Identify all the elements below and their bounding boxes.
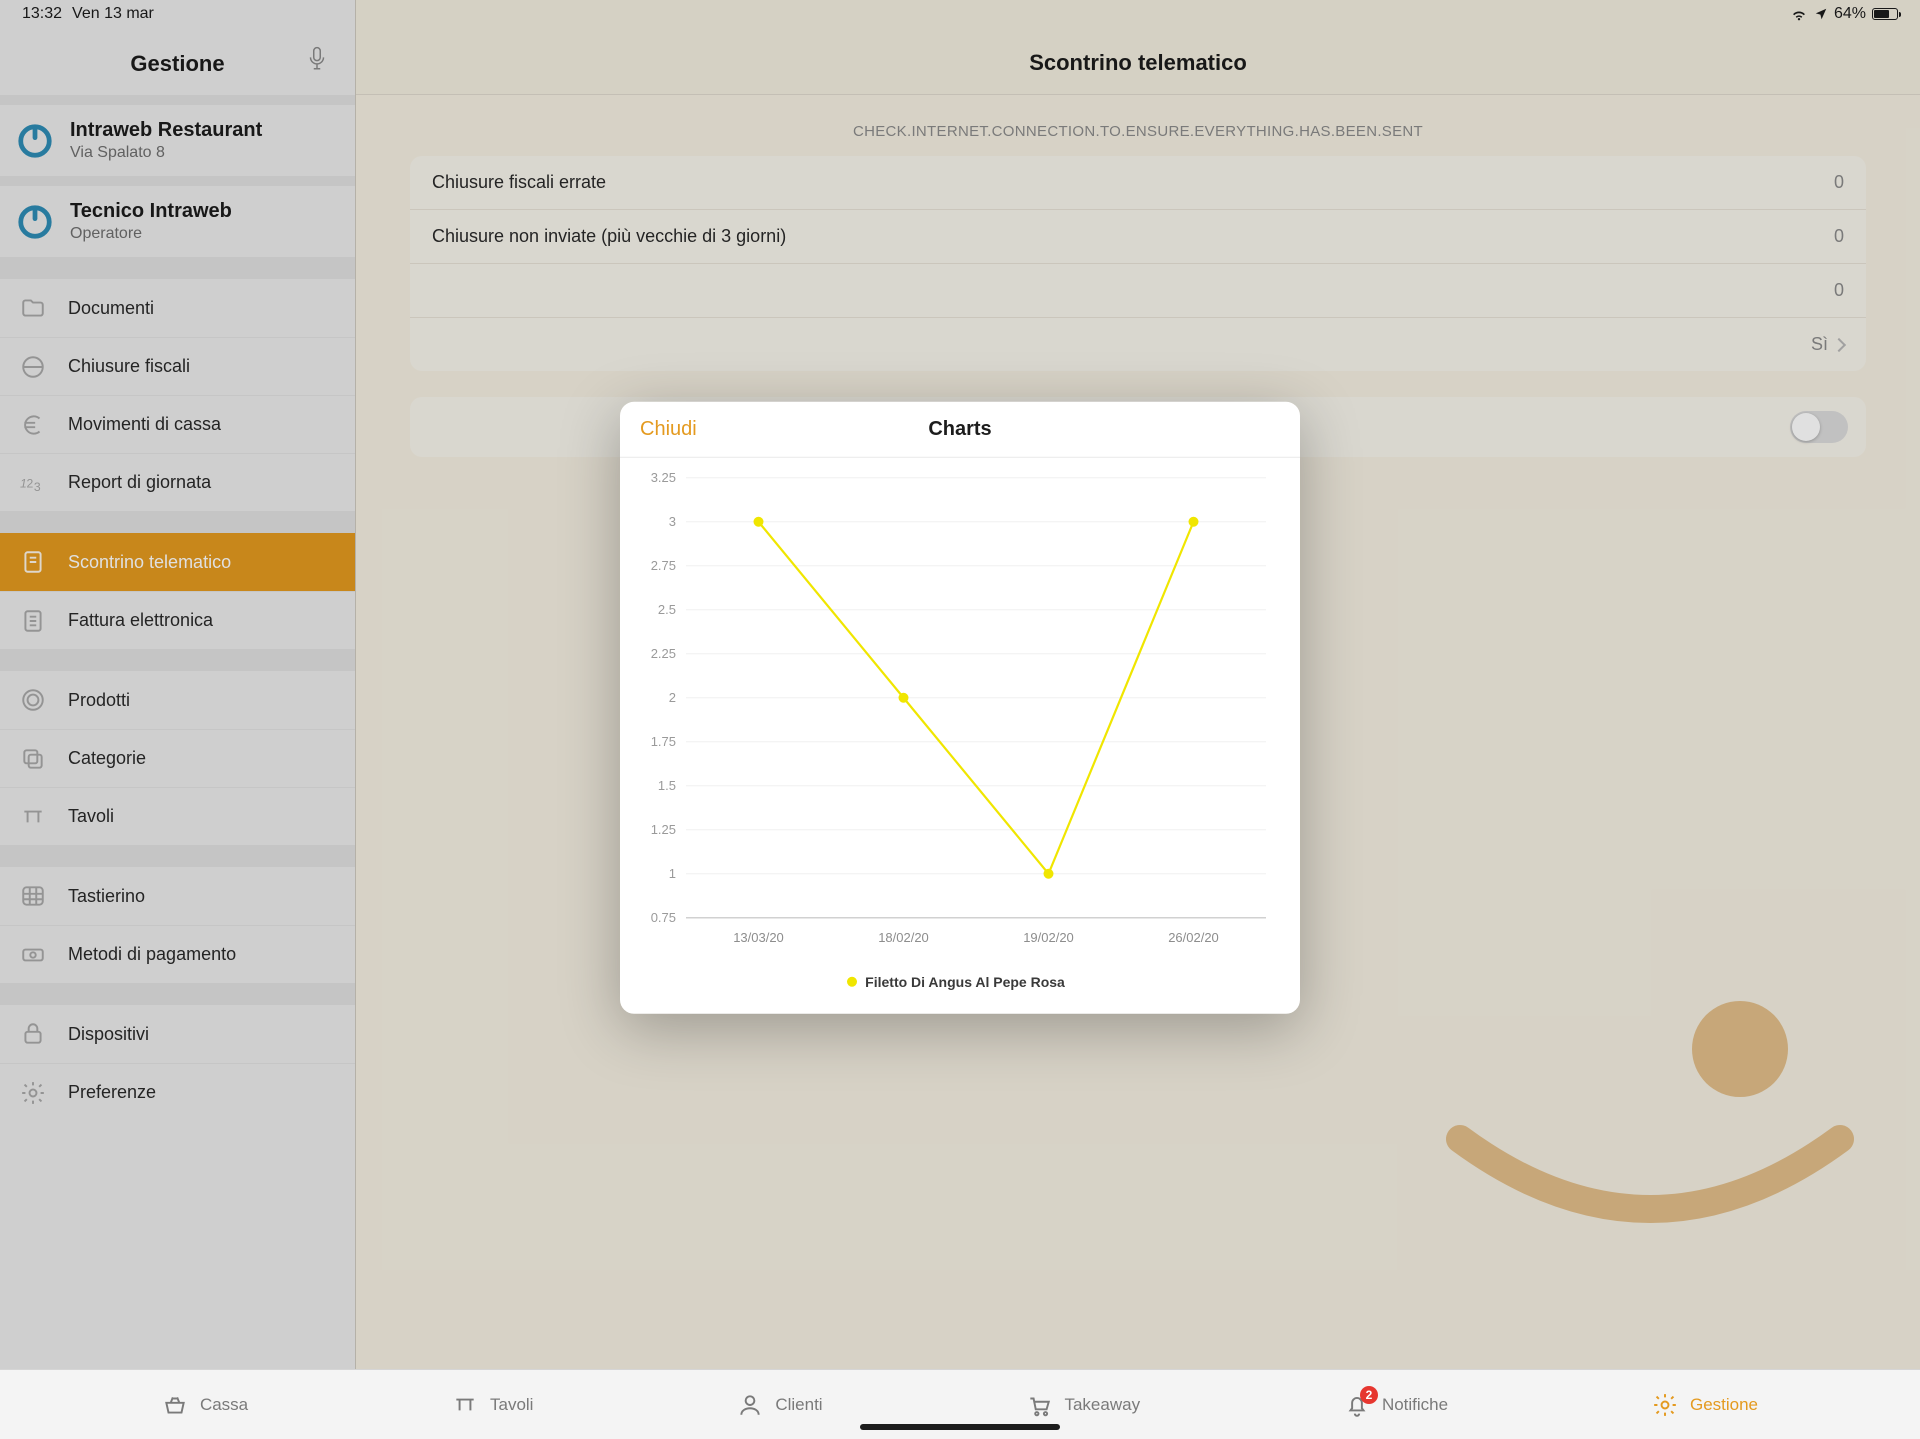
- basket-icon: [162, 1392, 188, 1418]
- svg-text:19/02/20: 19/02/20: [1023, 929, 1074, 944]
- svg-text:0.75: 0.75: [651, 909, 676, 924]
- tab-cassa[interactable]: Cassa: [162, 1392, 248, 1418]
- tab-gestione[interactable]: Gestione: [1652, 1392, 1758, 1418]
- line-chart: 0.75 1 1.25 1.5 1.75 2 2.25 2.5 2.75 3 3.25 13/03/2…: [626, 467, 1286, 967]
- tab-label: Cassa: [200, 1395, 248, 1415]
- tab-clienti[interactable]: Clienti: [737, 1392, 822, 1418]
- charts-modal: Chiudi Charts 0.75 1 1.25 1.5 1.75 2 2.25 2.5 2.…: [620, 401, 1300, 1013]
- gear-icon: [1652, 1392, 1678, 1418]
- svg-text:2.25: 2.25: [651, 645, 676, 660]
- notification-badge: 2: [1360, 1386, 1378, 1404]
- tab-takeaway[interactable]: Takeaway: [1026, 1392, 1140, 1418]
- person-icon: [737, 1392, 763, 1418]
- modal-title: Charts: [928, 417, 991, 440]
- chart-container: 0.75 1 1.25 1.5 1.75 2 2.25 2.5 2.75 3 3.25 13/03/2…: [620, 457, 1300, 1013]
- svg-text:3: 3: [669, 513, 676, 528]
- table-shape-icon: [452, 1392, 478, 1418]
- bell-icon: 2: [1344, 1392, 1370, 1418]
- chart-legend: Filetto Di Angus Al Pepe Rosa: [626, 967, 1286, 995]
- tab-label: Takeaway: [1064, 1395, 1140, 1415]
- legend-marker-icon: [847, 976, 857, 986]
- tab-label: Tavoli: [490, 1395, 533, 1415]
- svg-text:2: 2: [669, 689, 676, 704]
- tab-tavoli[interactable]: Tavoli: [452, 1392, 533, 1418]
- svg-text:1.25: 1.25: [651, 821, 676, 836]
- home-indicator: [860, 1424, 1060, 1430]
- tab-label: Gestione: [1690, 1395, 1758, 1415]
- svg-text:1: 1: [669, 865, 676, 880]
- legend-label: Filetto Di Angus Al Pepe Rosa: [865, 973, 1065, 989]
- svg-text:1.75: 1.75: [651, 733, 676, 748]
- svg-text:18/02/20: 18/02/20: [878, 929, 929, 944]
- tab-label: Clienti: [775, 1395, 822, 1415]
- tab-label: Notifiche: [1382, 1395, 1448, 1415]
- tab-notifiche[interactable]: 2 Notifiche: [1344, 1392, 1448, 1418]
- svg-text:2.75: 2.75: [651, 557, 676, 572]
- svg-text:13/03/20: 13/03/20: [733, 929, 784, 944]
- svg-text:3.25: 3.25: [651, 469, 676, 484]
- svg-text:26/02/20: 26/02/20: [1168, 929, 1219, 944]
- cart-icon: [1026, 1392, 1052, 1418]
- svg-text:2.5: 2.5: [658, 601, 676, 616]
- close-button[interactable]: Chiudi: [640, 417, 697, 440]
- modal-header: Chiudi Charts: [620, 401, 1300, 457]
- svg-text:1.5: 1.5: [658, 777, 676, 792]
